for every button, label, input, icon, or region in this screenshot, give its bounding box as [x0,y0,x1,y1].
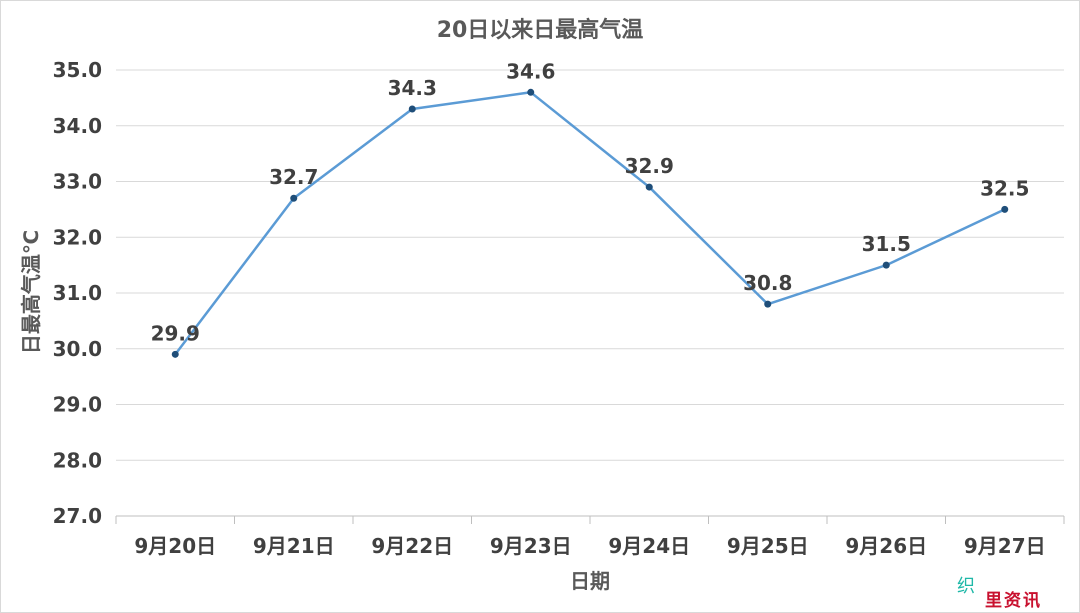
data-point [408,105,416,113]
data-label: 30.8 [743,271,792,295]
y-axis-label: 日最高气温℃ [19,230,43,354]
x-axis-label: 日期 [570,569,610,593]
y-tick-label: 32.0 [53,225,102,249]
data-label: 31.5 [862,232,911,256]
data-label: 32.7 [269,165,318,189]
y-tick-label: 28.0 [53,448,102,472]
watermark-char: 织 [957,576,975,597]
data-point [764,300,772,308]
data-point [1001,205,1009,213]
y-tick-label: 30.0 [53,337,102,361]
y-tick-label: 35.0 [53,58,102,82]
x-tick-label: 9月26日 [845,534,927,558]
y-tick-label: 27.0 [53,504,102,528]
data-point [645,183,653,191]
data-point [171,350,179,358]
x-tick-label: 9月21日 [253,534,335,558]
x-tick-label: 9月27日 [964,534,1046,558]
data-label: 29.9 [151,321,200,345]
chart-title: 20日以来日最高气温 [437,17,644,43]
data-point [527,88,535,96]
series-line [174,91,1006,356]
data-label: 32.9 [625,154,674,178]
y-tick-label: 34.0 [53,114,102,138]
x-tick-label: 9月22日 [371,534,453,558]
watermark-text: 里资讯 [985,591,1042,611]
y-tick-label: 33.0 [53,170,102,194]
y-tick-label: 29.0 [53,393,102,417]
data-label: 34.6 [506,59,555,83]
data-label: 32.5 [980,176,1029,200]
x-tick-label: 9月25日 [727,534,809,558]
data-label: 34.3 [388,76,437,100]
x-tick-label: 9月20日 [134,534,216,558]
y-tick-label: 31.0 [53,281,102,305]
data-point [290,194,298,202]
x-tick-label: 9月23日 [490,534,572,558]
data-point [882,261,890,269]
x-tick-label: 9月24日 [608,534,690,558]
